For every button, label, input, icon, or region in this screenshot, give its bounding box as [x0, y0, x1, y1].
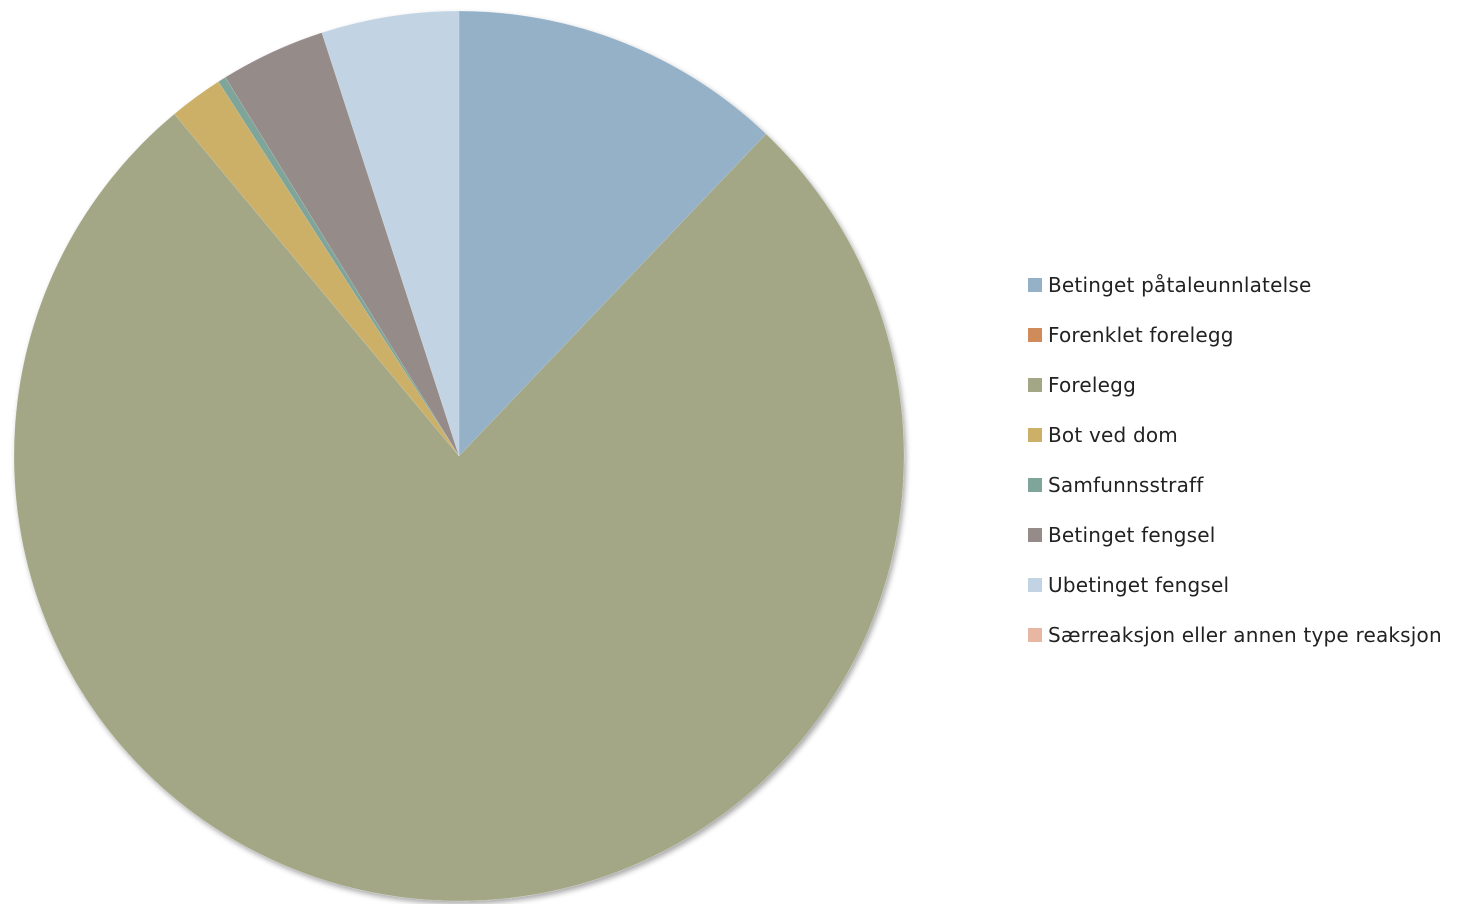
legend-swatch-3: [1028, 428, 1042, 442]
legend-label-1: Forenklet forelegg: [1048, 323, 1234, 347]
pie-slice-6: [321, 10, 460, 457]
legend-swatch-6: [1028, 578, 1042, 592]
pie-plot-area: [13, 10, 905, 902]
legend-label-6: Ubetinget fengsel: [1048, 573, 1230, 597]
legend-label-7: Særreaksjon eller annen type reaksjon: [1048, 623, 1442, 647]
legend-swatch-5: [1028, 528, 1042, 542]
legend-label-5: Betinget fengsel: [1048, 523, 1216, 547]
legend-swatch-1: [1028, 328, 1042, 342]
legend-item-4: Samfunnsstraff: [1028, 472, 1458, 522]
legend-label-4: Samfunnsstraff: [1048, 473, 1204, 497]
legend-swatch-0: [1028, 278, 1042, 292]
pie-slices: [13, 10, 905, 902]
legend-swatch-2: [1028, 378, 1042, 392]
pie-slice-2: [13, 113, 905, 902]
legend: Betinget påtaleunnlatelse Forenklet forel…: [1028, 272, 1458, 672]
legend-item-6: Ubetinget fengsel: [1028, 572, 1458, 622]
legend-item-2: Forelegg: [1028, 372, 1458, 422]
pie-slice-0: [458, 10, 767, 457]
legend-item-1: Forenklet forelegg: [1028, 322, 1458, 372]
legend-swatch-4: [1028, 478, 1042, 492]
legend-label-3: Bot ved dom: [1048, 423, 1178, 447]
legend-item-7: Særreaksjon eller annen type reaksjon: [1028, 622, 1458, 672]
legend-swatch-7: [1028, 628, 1042, 642]
legend-item-3: Bot ved dom: [1028, 422, 1458, 472]
legend-item-5: Betinget fengsel: [1028, 522, 1458, 572]
legend-item-0: Betinget påtaleunnlatelse: [1028, 272, 1458, 322]
legend-label-2: Forelegg: [1048, 373, 1136, 397]
legend-label-0: Betinget påtaleunnlatelse: [1048, 273, 1312, 297]
